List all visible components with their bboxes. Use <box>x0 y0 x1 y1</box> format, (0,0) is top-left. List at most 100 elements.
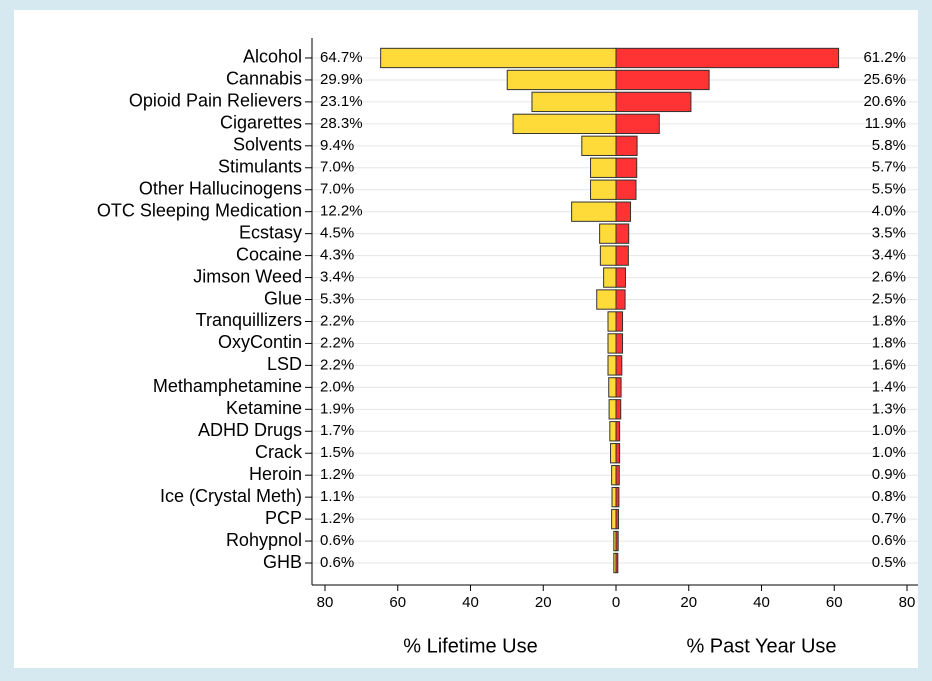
value-label: 0.9% <box>872 466 906 483</box>
y-tick-label: Other Hallucinogens <box>139 178 302 198</box>
value-label: 2.5% <box>872 290 906 307</box>
x-tick-label: 40 <box>753 594 770 611</box>
bar <box>615 333 624 354</box>
value-label: 0.6% <box>872 532 906 549</box>
y-tick-label: Cigarettes <box>220 113 302 133</box>
value-label: 2.2% <box>320 312 354 329</box>
x-tick-label: 20 <box>535 594 552 611</box>
bar <box>615 486 620 508</box>
value-label: 0.6% <box>320 554 354 571</box>
x-tick-label: 80 <box>899 594 916 611</box>
value-label: 3.5% <box>872 225 906 242</box>
bar <box>615 69 710 91</box>
bar <box>615 399 622 420</box>
value-label: 1.4% <box>872 378 906 395</box>
bar <box>608 377 617 398</box>
bar <box>607 311 617 332</box>
value-label: 0.7% <box>872 510 906 527</box>
bar <box>615 355 623 376</box>
value-label: 7.0% <box>320 159 354 176</box>
value-label: 4.0% <box>872 203 906 220</box>
bar <box>615 377 622 398</box>
x-tick-label: 80 <box>317 594 334 611</box>
value-label: 12.2% <box>320 203 363 220</box>
value-label: 11.9% <box>865 115 906 132</box>
y-tick-label: Alcohol <box>243 47 302 67</box>
value-label: 29.9% <box>320 71 363 88</box>
value-label: 2.2% <box>320 356 354 373</box>
value-label: 9.4% <box>320 137 354 154</box>
y-tick-label: Cocaine <box>236 244 302 264</box>
bar <box>615 421 621 442</box>
bar <box>590 157 617 178</box>
y-tick-label: OxyContin <box>218 332 302 352</box>
bar <box>615 47 840 69</box>
bar <box>611 486 617 508</box>
value-label: 4.5% <box>320 225 354 242</box>
value-label: 5.7% <box>872 159 906 176</box>
bar <box>615 245 629 266</box>
y-tick-label: Crack <box>255 442 303 462</box>
bar <box>608 399 617 420</box>
value-label: 20.6% <box>863 93 906 110</box>
y-tick-label: PCP <box>265 508 302 528</box>
value-label: 3.4% <box>872 247 906 264</box>
value-label: 4.3% <box>320 247 354 264</box>
value-label: 1.5% <box>320 444 354 461</box>
bar <box>596 289 617 310</box>
value-label: 61.2% <box>863 49 906 66</box>
bar <box>611 465 617 486</box>
y-tick-label: Ice (Crystal Meth) <box>160 486 302 506</box>
x-tick-label: 60 <box>826 594 843 611</box>
value-label: 23.1% <box>320 93 363 110</box>
value-label: 2.6% <box>872 269 906 286</box>
y-tick-label: ADHD Drugs <box>198 420 302 440</box>
y-tick-label: GHB <box>263 552 302 572</box>
bar <box>607 355 617 376</box>
y-tick-label: Ecstasy <box>239 222 302 242</box>
y-tick-label: Methamphetamine <box>153 376 302 396</box>
x-tick-label: 40 <box>462 594 479 611</box>
plot-panel <box>14 10 918 668</box>
bar <box>615 267 626 288</box>
axis-title: % Past Year Use <box>686 635 836 657</box>
y-tick-label: OTC Sleeping Medication <box>97 200 302 220</box>
y-tick-label: Ketamine <box>226 398 302 418</box>
value-label: 1.1% <box>320 488 354 505</box>
y-tick-label: Cannabis <box>226 69 302 89</box>
bar <box>581 135 617 156</box>
bar <box>599 245 617 266</box>
value-label: 1.3% <box>872 400 906 417</box>
bar <box>615 113 660 135</box>
bar <box>615 179 637 200</box>
value-label: 25.6% <box>863 71 906 88</box>
bar <box>609 421 617 442</box>
value-label: 0.8% <box>872 488 906 505</box>
bar <box>615 530 619 552</box>
y-tick-label: Tranquillizers <box>196 310 302 330</box>
bar <box>607 333 617 354</box>
value-label: 1.8% <box>872 334 906 351</box>
bar <box>512 113 617 135</box>
value-label: 1.7% <box>320 422 354 439</box>
bar <box>615 223 630 244</box>
bar <box>590 179 617 200</box>
value-label: 1.0% <box>872 422 906 439</box>
y-tick-label: Opioid Pain Relievers <box>129 91 302 111</box>
bar <box>615 552 619 574</box>
value-label: 1.8% <box>872 312 906 329</box>
value-label: 1.2% <box>320 466 354 483</box>
value-label: 64.7% <box>320 49 363 66</box>
bar <box>506 69 617 91</box>
value-label: 1.0% <box>872 444 906 461</box>
value-label: 1.9% <box>320 400 354 417</box>
value-label: 2.0% <box>320 378 354 395</box>
bar <box>599 223 617 244</box>
bar <box>380 47 617 69</box>
axis-title: % Lifetime Use <box>403 635 538 657</box>
y-tick-label: LSD <box>267 354 302 374</box>
bar <box>615 443 621 464</box>
bar <box>615 201 632 222</box>
bar <box>610 443 617 464</box>
value-label: 0.6% <box>320 532 354 549</box>
